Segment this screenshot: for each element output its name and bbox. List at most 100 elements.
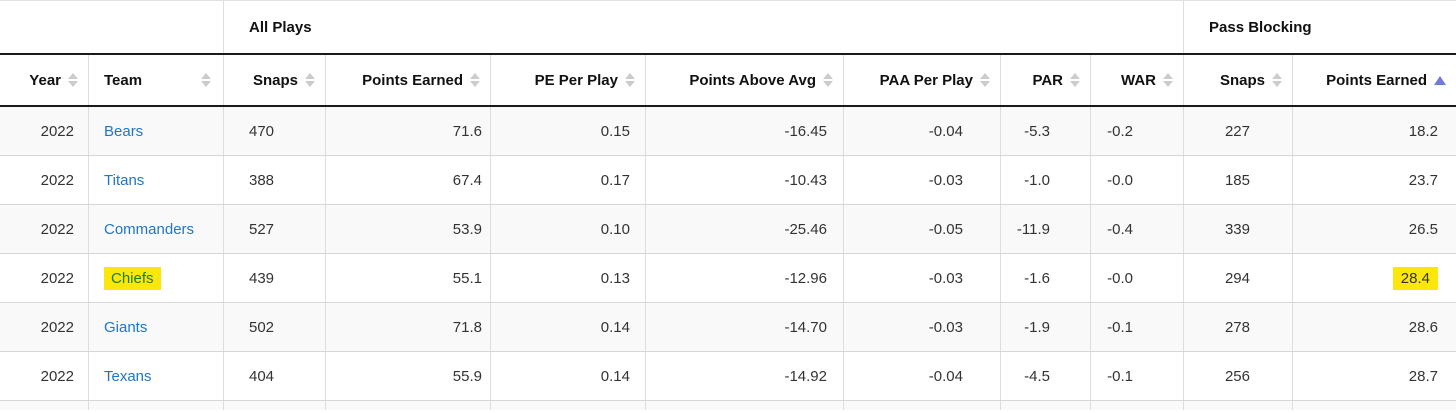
column-header-label: Snaps bbox=[1219, 71, 1265, 89]
snaps-cell: 470 bbox=[223, 107, 325, 155]
par-cell: -1.6 bbox=[1000, 254, 1090, 302]
paa-per-play-cell: -0.04 bbox=[843, 352, 1000, 400]
table-row: 2022 Giants 502 71.8 0.14 -14.70 -0.03 -… bbox=[0, 303, 1456, 352]
year-cell: 2022 bbox=[40, 318, 74, 336]
sort-icon bbox=[625, 73, 635, 87]
column-header-pe-per-play[interactable]: PE Per Play bbox=[490, 55, 645, 105]
points-above-avg-cell: -12.96 bbox=[645, 254, 843, 302]
column-header-points-earned[interactable]: Points Earned bbox=[325, 55, 490, 105]
pb-points-earned-cell: 26.5 bbox=[1292, 205, 1456, 253]
column-header-label: PE Per Play bbox=[534, 71, 618, 89]
snaps-cell: 439 bbox=[223, 254, 325, 302]
sort-icon bbox=[305, 73, 315, 87]
column-header-label: WAR bbox=[1121, 71, 1156, 89]
pe-per-play-cell: 0.13 bbox=[490, 254, 645, 302]
table-row: 2022 Bears 470 71.6 0.15 -16.45 -0.04 -5… bbox=[0, 107, 1456, 156]
pe-per-play-cell: 0.15 bbox=[490, 107, 645, 155]
sort-icon bbox=[1272, 73, 1282, 87]
points-earned-cell: 55.1 bbox=[325, 254, 490, 302]
sort-icon bbox=[823, 73, 833, 87]
pe-per-play-cell: 0.10 bbox=[490, 205, 645, 253]
column-header-label: PAA Per Play bbox=[879, 71, 973, 89]
points-above-avg-cell: -10.43 bbox=[645, 156, 843, 204]
team-link-highlighted[interactable]: Chiefs bbox=[104, 266, 161, 290]
column-header-label: Team bbox=[104, 71, 143, 89]
war-cell: -0.4 bbox=[1090, 205, 1183, 253]
table-row: 2022 Texans 404 55.9 0.14 -14.92 -0.04 -… bbox=[0, 352, 1456, 401]
par-cell: -4.5 bbox=[1000, 352, 1090, 400]
team-cell: Giants bbox=[88, 303, 223, 351]
column-header-paa-per-play[interactable]: PAA Per Play bbox=[843, 55, 1000, 105]
table-row: 2022 Titans 388 67.4 0.17 -10.43 -0.03 -… bbox=[0, 156, 1456, 205]
sort-icon bbox=[201, 73, 211, 87]
pb-snaps-cell: 227 bbox=[1183, 107, 1292, 155]
team-link[interactable]: Titans bbox=[104, 171, 145, 189]
pb-snaps-cell: 339 bbox=[1183, 205, 1292, 253]
year-cell: 2022 bbox=[40, 269, 74, 287]
column-header-war[interactable]: WAR bbox=[1090, 55, 1183, 105]
pe-per-play-cell: 0.14 bbox=[490, 352, 645, 400]
group-pass-blocking-label: Pass Blocking bbox=[1209, 18, 1312, 36]
team-cell: Bears bbox=[88, 107, 223, 155]
sort-icon bbox=[470, 73, 480, 87]
pb-snaps-cell: 185 bbox=[1183, 156, 1292, 204]
points-earned-cell: 53.9 bbox=[325, 205, 490, 253]
pb-snaps-cell: 256 bbox=[1183, 352, 1292, 400]
partial-next-row bbox=[0, 401, 1456, 410]
team-link[interactable]: Giants bbox=[104, 318, 148, 336]
points-earned-cell: 67.4 bbox=[325, 156, 490, 204]
column-header-par[interactable]: PAR bbox=[1000, 55, 1090, 105]
pb-points-earned-cell: 28.4 bbox=[1292, 254, 1456, 302]
sort-asc-icon bbox=[1434, 75, 1446, 85]
war-cell: -0.1 bbox=[1090, 352, 1183, 400]
column-header-snaps[interactable]: Snaps bbox=[223, 55, 325, 105]
par-cell: -1.9 bbox=[1000, 303, 1090, 351]
pe-per-play-cell: 0.14 bbox=[490, 303, 645, 351]
pb-snaps-cell: 278 bbox=[1183, 303, 1292, 351]
paa-per-play-cell: -0.03 bbox=[843, 303, 1000, 351]
group-pass-blocking: Pass Blocking bbox=[1183, 1, 1456, 53]
highlighted-value: 28.4 bbox=[1392, 266, 1438, 290]
team-cell: Chiefs bbox=[88, 254, 223, 302]
points-above-avg-cell: -16.45 bbox=[645, 107, 843, 155]
year-cell: 2022 bbox=[40, 171, 74, 189]
column-header-points-above-avg[interactable]: Points Above Avg bbox=[645, 55, 843, 105]
year-cell: 2022 bbox=[40, 367, 74, 385]
column-header-label: Points Above Avg bbox=[689, 71, 816, 89]
table-row: 2022 Chiefs 439 55.1 0.13 -12.96 -0.03 -… bbox=[0, 254, 1456, 303]
sort-icon bbox=[980, 73, 990, 87]
column-header-label: Snaps bbox=[252, 71, 298, 89]
war-cell: -0.1 bbox=[1090, 303, 1183, 351]
points-above-avg-cell: -14.70 bbox=[645, 303, 843, 351]
pb-points-earned-cell: 23.7 bbox=[1292, 156, 1456, 204]
sort-icon bbox=[68, 73, 78, 87]
team-link[interactable]: Bears bbox=[104, 122, 144, 140]
team-cell: Commanders bbox=[88, 205, 223, 253]
team-cell: Titans bbox=[88, 156, 223, 204]
pb-snaps-cell: 294 bbox=[1183, 254, 1292, 302]
pb-points-earned-cell: 18.2 bbox=[1292, 107, 1456, 155]
pe-per-play-cell: 0.17 bbox=[490, 156, 645, 204]
group-all-plays: All Plays bbox=[223, 1, 1183, 53]
snaps-cell: 527 bbox=[223, 205, 325, 253]
column-header-pb-points-earned[interactable]: Points Earned bbox=[1292, 55, 1456, 105]
paa-per-play-cell: -0.03 bbox=[843, 156, 1000, 204]
table-row: 2022 Commanders 527 53.9 0.10 -25.46 -0.… bbox=[0, 205, 1456, 254]
snaps-cell: 502 bbox=[223, 303, 325, 351]
sort-icon bbox=[1163, 73, 1173, 87]
points-above-avg-cell: -14.92 bbox=[645, 352, 843, 400]
column-header-pb-snaps[interactable]: Snaps bbox=[1183, 55, 1292, 105]
column-header-year[interactable]: Year bbox=[0, 55, 88, 105]
team-link[interactable]: Texans bbox=[104, 367, 152, 385]
par-cell: -5.3 bbox=[1000, 107, 1090, 155]
column-header-row: Year Team Snaps Points Earned PE Per Pla… bbox=[0, 55, 1456, 107]
column-header-team[interactable]: Team bbox=[88, 55, 223, 105]
war-cell: -0.2 bbox=[1090, 107, 1183, 155]
points-earned-cell: 71.8 bbox=[325, 303, 490, 351]
group-header-row: All Plays Pass Blocking bbox=[0, 1, 1456, 55]
group-all-plays-label: All Plays bbox=[249, 18, 312, 36]
team-link[interactable]: Commanders bbox=[104, 220, 195, 238]
points-above-avg-cell: -25.46 bbox=[645, 205, 843, 253]
column-header-label: Points Earned bbox=[1326, 71, 1427, 89]
